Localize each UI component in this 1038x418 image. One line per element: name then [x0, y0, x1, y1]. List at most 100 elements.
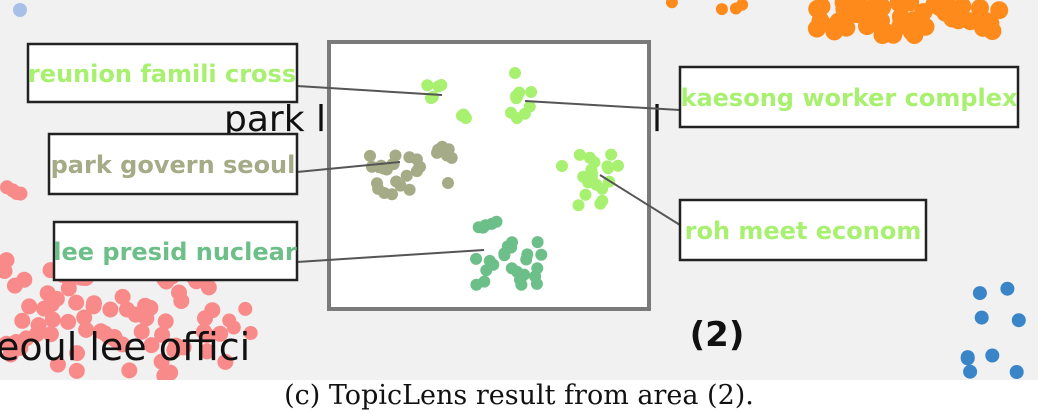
lens-point-reunion: [421, 79, 434, 92]
lens-point-roh: [583, 151, 596, 164]
background-point: [1009, 365, 1024, 379]
lens-point-kaesong: [511, 112, 523, 124]
background-point: [858, 1, 877, 20]
topic-label-lee: lee presid nuclear: [53, 238, 297, 266]
lens-point-lee: [531, 236, 544, 249]
lens-point-park: [403, 151, 416, 164]
background-point: [143, 337, 160, 354]
background-point: [238, 301, 253, 316]
background-point: [974, 18, 993, 37]
background-point: [16, 271, 33, 288]
background-point: [44, 311, 61, 328]
background-point: [949, 11, 968, 30]
background-point: [42, 326, 59, 343]
background-point: [102, 301, 119, 318]
background-point: [156, 367, 173, 380]
lens-point-reunion: [426, 91, 439, 103]
leader-line-kaesong: [524, 100, 681, 111]
topic-label-box-roh[interactable]: roh meet econom: [678, 198, 928, 262]
lens-point-park: [386, 158, 399, 171]
background-point: [196, 323, 212, 340]
lens-point-park: [403, 183, 416, 196]
leader-lines: [296, 85, 681, 263]
background-point: [1011, 313, 1026, 328]
lens-point-park: [442, 177, 454, 189]
lens-point-park: [364, 149, 376, 162]
background-point: [812, 0, 831, 16]
topic-label-frame: [52, 220, 299, 282]
background-point: [960, 350, 975, 365]
background-point: [69, 345, 85, 362]
background-point: [2, 346, 19, 363]
background-point: [974, 310, 989, 325]
topic-label-frame: [47, 132, 299, 196]
lens-point-park: [372, 182, 385, 195]
leader-line-reunion: [296, 85, 443, 96]
background-point: [68, 294, 85, 311]
background-point: [729, 2, 742, 15]
lens-point-lee: [505, 262, 518, 275]
leader-line-roh: [599, 174, 681, 226]
background-point: [243, 326, 258, 340]
background-point: [166, 342, 183, 359]
background-point: [217, 353, 234, 370]
lens-point-lee: [470, 252, 483, 265]
lens-point-lee: [514, 274, 527, 287]
topic-label-box-kaesong[interactable]: kaesong worker complex: [678, 65, 1020, 129]
lens-point-kaesong: [511, 90, 524, 103]
background-point: [829, 12, 848, 31]
background-point: [13, 3, 27, 17]
background-point: [60, 280, 77, 297]
topic-label-box-lee[interactable]: lee presid nuclear: [52, 220, 299, 282]
lens-point-roh: [585, 163, 598, 176]
background-point: [665, 0, 678, 9]
lens-point-roh: [605, 148, 618, 161]
background-point: [153, 353, 170, 370]
topic-label-box-park[interactable]: park govern seoul: [47, 132, 299, 196]
background-point: [49, 356, 66, 373]
lens-point-lee: [535, 248, 548, 261]
lens-point-lee: [530, 277, 543, 290]
background-point: [901, 0, 920, 12]
background-point: [18, 330, 35, 347]
background-point: [157, 313, 174, 330]
lens-point-roh: [572, 199, 585, 212]
lens-point-kaesong: [525, 86, 538, 98]
lens-point-roh: [596, 194, 609, 207]
background-point: [14, 312, 31, 329]
lens-point-park: [390, 175, 403, 188]
lens-point-lee: [483, 254, 496, 267]
background-point: [154, 326, 171, 343]
topic-label-kaesong: kaesong worker complex: [681, 84, 1019, 112]
lens-point-park: [386, 188, 398, 201]
background-point: [133, 323, 150, 340]
lens-point-roh: [590, 178, 603, 191]
topic-label-box-reunion[interactable]: reunion famili cross: [26, 42, 299, 104]
topic-label-park: park govern seoul: [51, 151, 296, 179]
lens-point-park: [400, 169, 413, 182]
lens-point-roh: [556, 160, 568, 172]
lens-point-kaesong: [523, 100, 536, 113]
lens-point-lee: [480, 264, 493, 277]
background-point: [963, 364, 978, 379]
background-point: [13, 186, 28, 201]
background-point: [121, 362, 138, 379]
background-point: [60, 313, 77, 330]
lens-point-roh: [573, 148, 586, 161]
background-point: [902, 22, 921, 41]
background-point: [872, 11, 890, 30]
area-marker: (2): [690, 315, 745, 355]
topic-label-roh: roh meet econom: [685, 217, 922, 245]
background-point: [972, 286, 987, 301]
lens-point-park: [432, 145, 445, 158]
background-topic-label-partial: l: [652, 99, 662, 140]
background-point: [0, 263, 13, 279]
background-point: [78, 321, 95, 338]
background-point: [36, 300, 53, 317]
background-point: [811, 11, 830, 30]
background-point: [204, 302, 221, 319]
background-point: [200, 279, 217, 296]
lens-point-lee: [501, 240, 514, 253]
lens-point-park: [410, 165, 423, 178]
lens-point-lee: [490, 215, 503, 228]
